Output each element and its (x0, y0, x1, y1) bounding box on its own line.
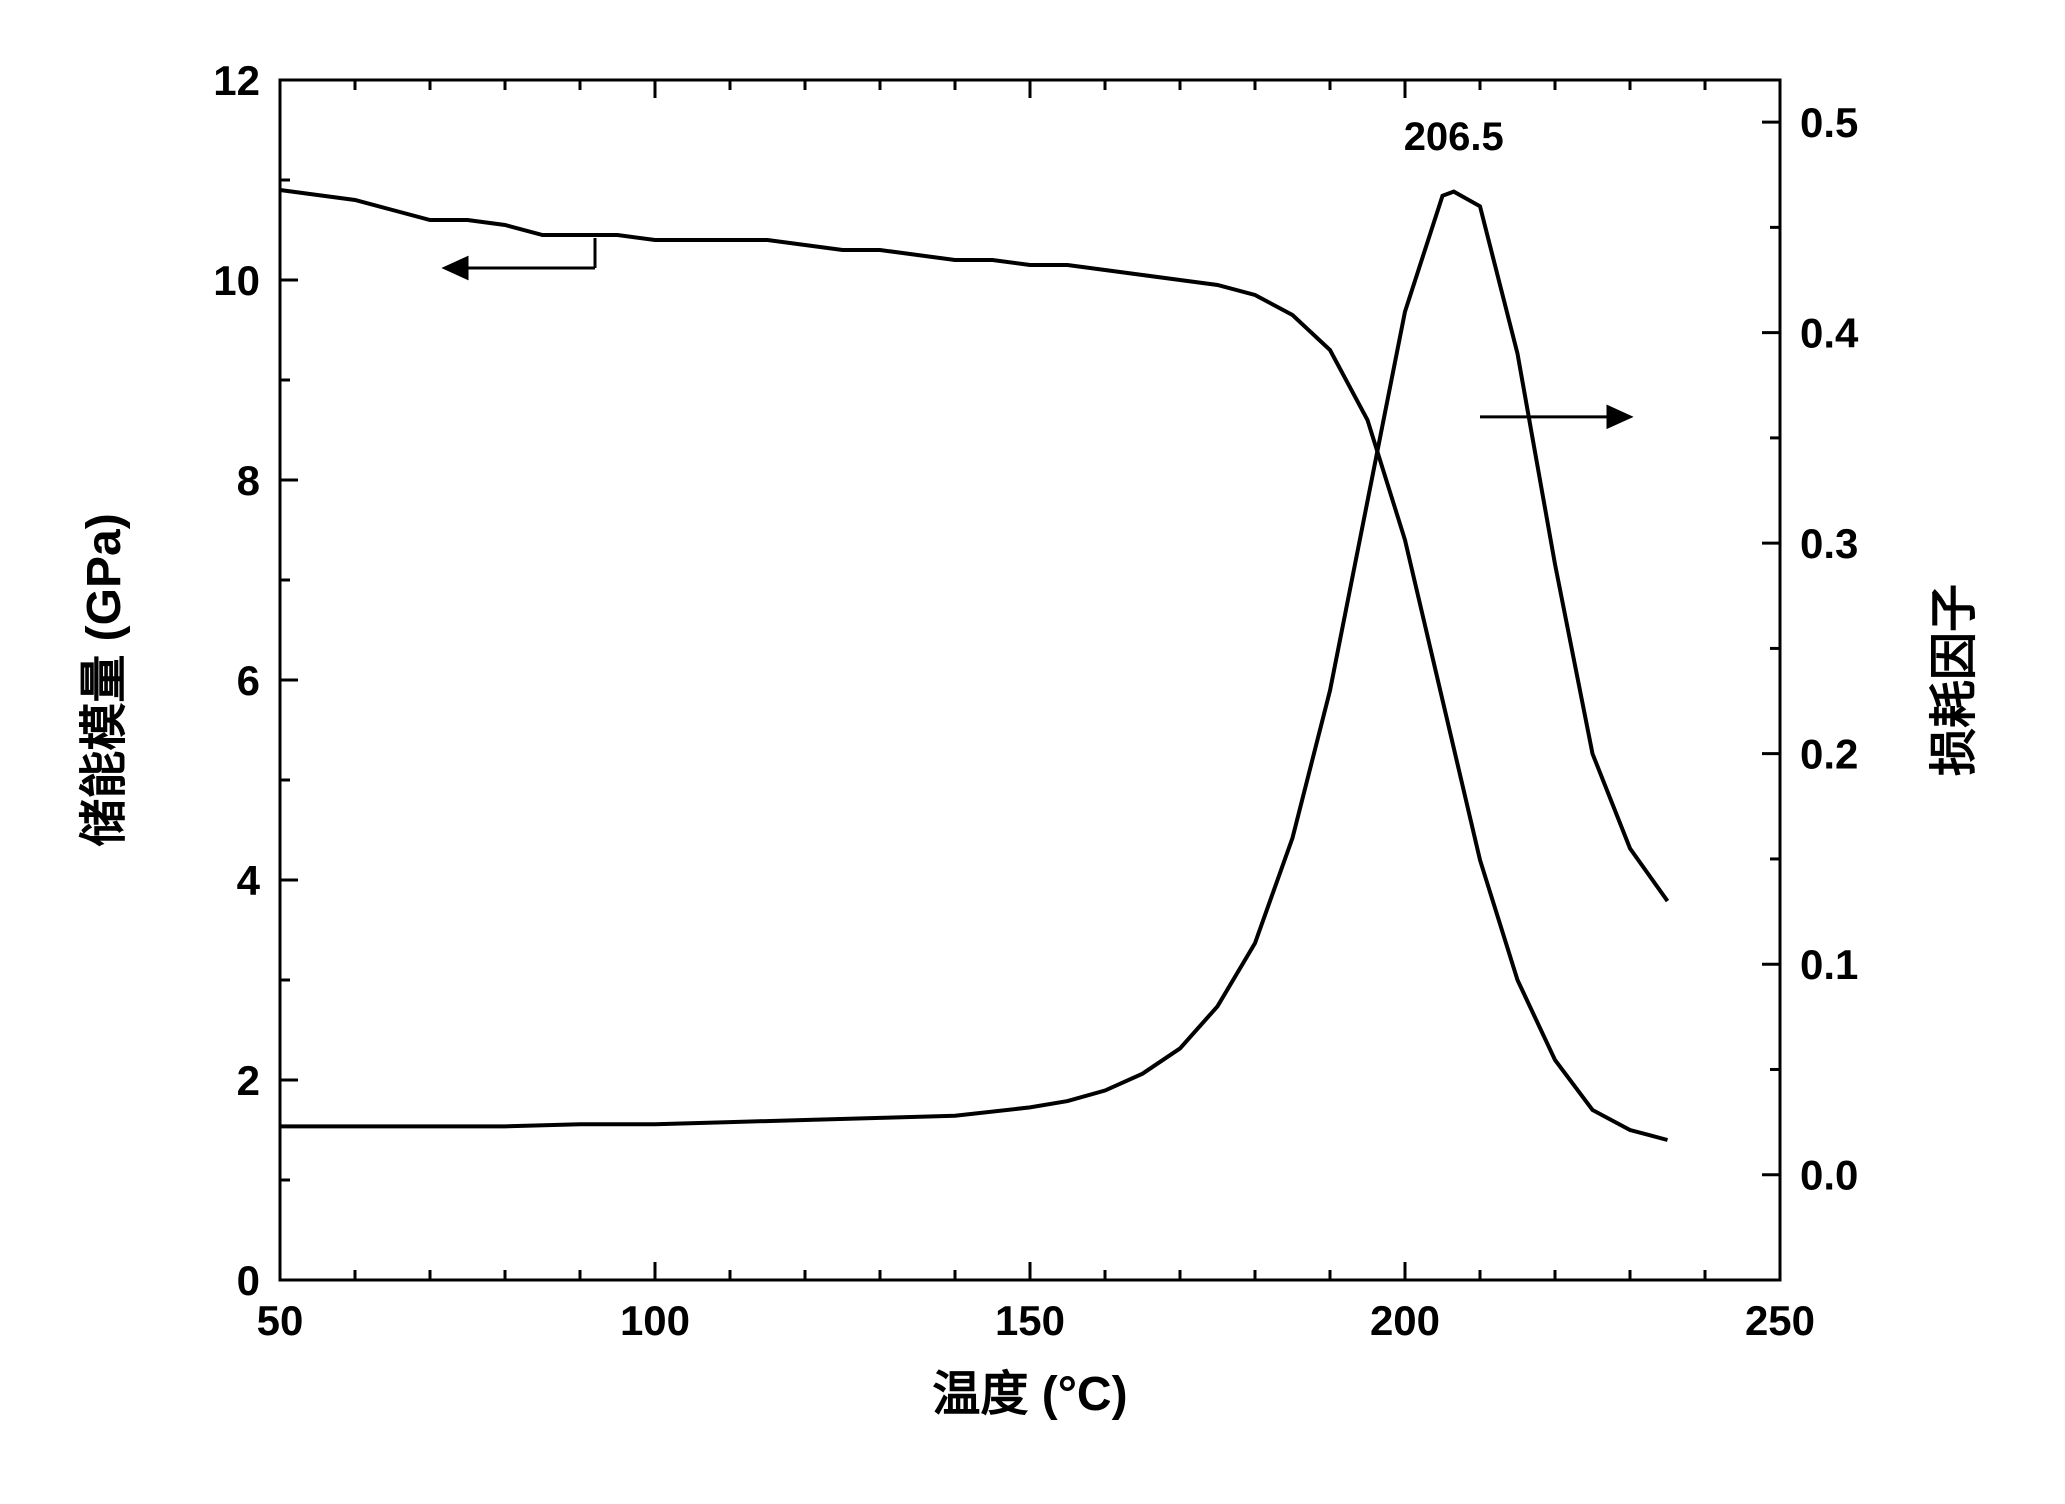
y1-tick-label: 6 (237, 657, 260, 704)
y2-tick-label: 0.3 (1800, 520, 1858, 567)
y1-tick-label: 0 (237, 1257, 260, 1304)
x-tick-label: 50 (257, 1297, 304, 1344)
x-tick-label: 150 (995, 1297, 1065, 1344)
y1-tick-label: 2 (237, 1057, 260, 1104)
y2-tick-label: 0.5 (1800, 99, 1858, 146)
chart-container: 50 100 150 200 250 0 2 4 6 8 10 12 0.0 0.1 0.2 0.3 0.4 0.… (20, 20, 2065, 1484)
y2-tick-label: 0.1 (1800, 941, 1858, 988)
arrow-left-head (445, 258, 467, 278)
y2-tick-label: 0.4 (1800, 310, 1859, 357)
y1-tick-label: 8 (237, 457, 260, 504)
storage-modulus-line (280, 190, 1668, 1140)
x-tick-label: 100 (620, 1297, 690, 1344)
y2-axis-label: 损耗因子 (1928, 584, 1981, 776)
x-axis-label: 温度 (°C) (932, 1368, 1127, 1421)
x-tick-label: 250 (1745, 1297, 1815, 1344)
y2-tick-label: 0.0 (1800, 1152, 1858, 1199)
peak-annotation: 206.5 (1404, 115, 1504, 159)
y1-tick-label: 10 (213, 257, 260, 304)
arrow-right-head (1608, 407, 1630, 427)
plot-border (280, 80, 1780, 1280)
y1-tick-label: 4 (237, 857, 261, 904)
y2-tick-label: 0.2 (1800, 731, 1858, 778)
x-tick-label: 200 (1370, 1297, 1440, 1344)
dma-chart: 50 100 150 200 250 0 2 4 6 8 10 12 0.0 0.1 0.2 0.3 0.4 0.… (20, 20, 2065, 1484)
loss-factor-line (280, 192, 1668, 1127)
y1-tick-label: 12 (213, 57, 260, 104)
y1-axis-label: 储能模量 (GPa) (78, 513, 131, 846)
